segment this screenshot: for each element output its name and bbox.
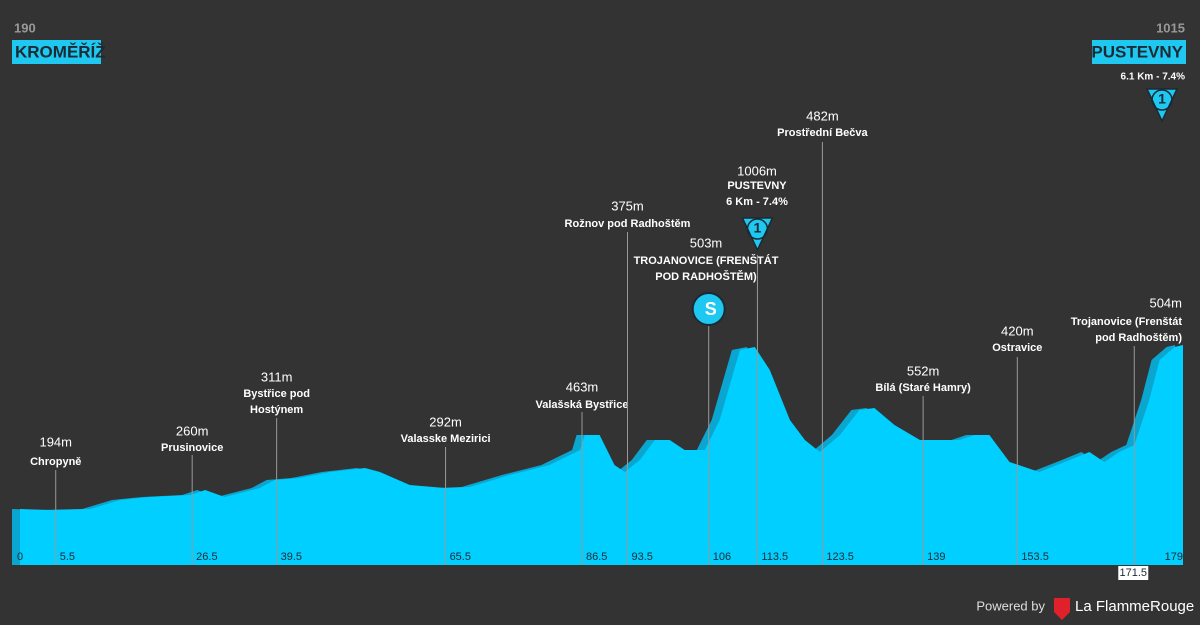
waypoint-elevation: 420m — [1001, 323, 1034, 338]
waypoint-name: TROJANOVICE (FRENŠTÁT — [634, 254, 779, 267]
climb-marker — [1145, 88, 1179, 123]
waypoint-name: Rožnov pod Radhoštěm — [565, 218, 691, 230]
waypoint-elevation: 503m — [690, 235, 723, 250]
waypoint-name: PUSTEVNY — [727, 180, 787, 192]
waypoint-name: Valasske Mezirici — [401, 433, 491, 445]
waypoint-name: Prusinovice — [161, 442, 223, 454]
finish-name: PUSTEVNY — [1091, 42, 1183, 61]
climb-marker — [741, 217, 774, 252]
waypoint-elevation: 1006m — [737, 163, 777, 178]
km-box — [1118, 566, 1149, 580]
waypoint-elevation: 194m — [39, 434, 72, 449]
elevation-area — [20, 345, 1183, 565]
km-label: 5.5 — [60, 551, 75, 563]
waypoint-name: POD RADHOŠTĚM) — [655, 270, 757, 283]
waypoint-elevation: 375m — [611, 198, 644, 213]
waypoint-elevation: 292m — [429, 414, 462, 429]
waypoint-name: Bílá (Staré Hamry) — [875, 382, 971, 394]
climb-circle — [746, 218, 769, 240]
footer: Powered by La FlammeRouge — [976, 598, 1194, 620]
sprint-label: S — [705, 299, 717, 319]
km-label: 39.5 — [281, 551, 302, 563]
km-label: 86.5 — [586, 551, 607, 563]
climb-circle — [1151, 89, 1173, 111]
sprint-marker — [691, 292, 726, 326]
powered-by: Powered by — [976, 598, 1045, 613]
km-label: 139 — [927, 551, 945, 563]
km-label: 0 — [17, 551, 23, 563]
km-label: 153.5 — [1021, 551, 1049, 563]
waypoint-elevation: 463m — [566, 379, 599, 394]
waypoint-elevation: 311m — [261, 369, 293, 384]
climb-label: 1 — [1158, 91, 1166, 107]
finish-box — [1092, 40, 1186, 64]
finish-climb: 6.1 Km - 7.4% — [1121, 72, 1186, 83]
brand-logo — [1054, 598, 1070, 620]
km-label: 93.5 — [631, 551, 652, 563]
waypoint-name: 6 Km - 7.4% — [726, 196, 788, 208]
finish-elevation: 1015 — [1156, 20, 1185, 35]
start-box — [12, 40, 101, 64]
km-label: 123.5 — [826, 551, 854, 563]
waypoint-elevation: 552m — [907, 363, 940, 378]
waypoint-name: Trojanovice (Frenštát — [1071, 316, 1183, 328]
km-label: 179 — [1165, 551, 1183, 563]
brand: La FlammeRouge — [1075, 598, 1194, 615]
waypoint-elevation: 504m — [1149, 295, 1182, 310]
km-label: 26.5 — [196, 551, 217, 563]
waypoint-elevation: 260m — [176, 423, 209, 438]
waypoint-name: Prostřední Bečva — [777, 127, 868, 139]
km-label: 113.5 — [761, 551, 788, 563]
km-label: 171.5 — [1120, 567, 1148, 579]
climb-label: 1 — [754, 220, 762, 236]
waypoint-elevation: 482m — [806, 108, 839, 123]
start-name: KROMĚŘÍŽ — [15, 42, 106, 61]
waypoint-name: Ostravice — [992, 342, 1042, 354]
km-label: 106 — [713, 551, 731, 563]
waypoint-name: Chropyně — [30, 456, 81, 468]
waypoint-name: Valašská Bystřice — [536, 399, 629, 411]
waypoint-name: pod Radhoštěm) — [1095, 332, 1182, 344]
km-label: 65.5 — [450, 551, 471, 563]
waypoint-name: Bystřice pod — [243, 388, 310, 400]
start-elevation: 190 — [14, 20, 36, 35]
waypoint-name: Hostýnem — [250, 404, 303, 416]
